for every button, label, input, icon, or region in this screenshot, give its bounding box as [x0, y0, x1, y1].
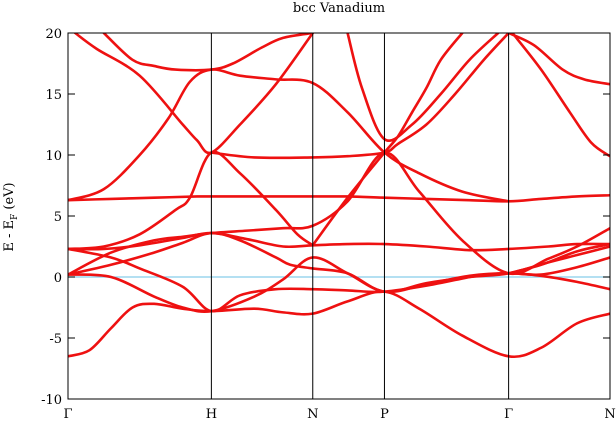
band-curve	[511, 33, 610, 158]
y-tick-label: 20	[45, 27, 62, 42]
y-tick-label: 10	[45, 149, 62, 164]
y-tick-label: 0	[54, 271, 62, 286]
band-curve	[346, 33, 500, 142]
x-tick-label: N	[604, 407, 615, 422]
y-tick-label: -10	[41, 393, 62, 408]
band-curve	[311, 33, 464, 247]
band-curve	[507, 33, 610, 86]
y-axis-label: E - EF (eV)	[2, 182, 20, 251]
band-curve	[73, 33, 315, 155]
band-curve	[68, 193, 610, 203]
band-curve	[68, 151, 610, 276]
y-tick-label: -5	[49, 332, 62, 347]
bands-layer	[68, 33, 610, 359]
band-curve	[68, 247, 610, 313]
x-tick-label: Γ	[63, 407, 72, 422]
y-axis-label-main: E - E	[2, 220, 17, 252]
x-tick-label: P	[380, 407, 389, 422]
y-tick-label: 5	[54, 210, 62, 225]
y-tick-label: 15	[45, 88, 62, 103]
chart-title: bcc Vanadium	[293, 1, 385, 16]
band-curve	[210, 33, 510, 160]
x-tick-label: Γ	[504, 407, 513, 422]
band-curve	[507, 242, 610, 275]
band-curve	[68, 68, 510, 203]
y-axis-label-subscript: F	[10, 214, 20, 220]
band-curve	[68, 290, 610, 359]
band-curve	[68, 150, 315, 251]
band-curve	[68, 231, 610, 252]
plot-frame	[67, 32, 611, 400]
x-tick-label: N	[307, 407, 318, 422]
high-symmetry-lines	[210, 33, 510, 399]
x-tick-label: H	[206, 407, 217, 422]
y-ticks: -10 -5 0 5 10 15 20	[41, 27, 610, 408]
band-curve	[102, 33, 315, 72]
y-axis-label-suffix: (eV)	[2, 182, 17, 213]
